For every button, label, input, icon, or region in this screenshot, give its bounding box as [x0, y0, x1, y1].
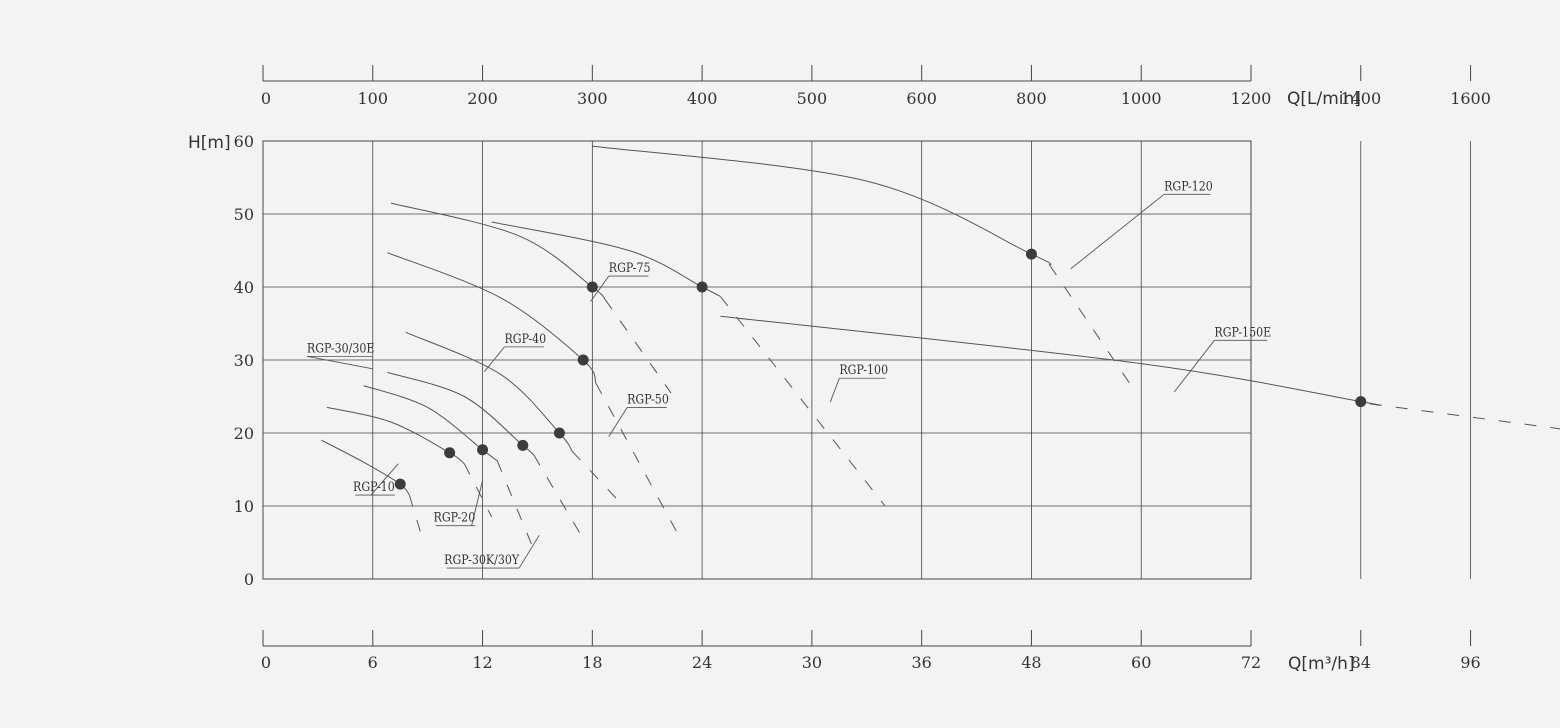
bottom-x-tick-label: 18: [582, 653, 602, 672]
y-tick-label: 40: [234, 278, 254, 297]
curve-rgp-75: [390, 202, 606, 300]
label-rgp-75: RGP-75: [609, 260, 651, 275]
label-rgp-40: RGP-40: [504, 331, 546, 346]
top-x-tick-label: 1000: [1121, 89, 1162, 108]
dashed-curve-rgp-40: [571, 450, 624, 507]
op-point-rgp-120: [1025, 248, 1037, 260]
label-rgp-120: RGP-120: [1164, 178, 1213, 193]
curve-rgp-10: [321, 439, 410, 496]
label-rgp-150e: RGP-150E: [1214, 324, 1271, 339]
label-rgp-100: RGP-100: [839, 362, 888, 377]
leader-rgp-75: [590, 275, 610, 302]
bottom-x-tick-label: 0: [261, 653, 271, 672]
leader-rgp-30k-30y: [518, 534, 540, 569]
label-rgp-30k-30y: RGP-30K/30Y: [444, 552, 520, 567]
bottom-x-tick-label: 30: [802, 653, 822, 672]
curve-rgp-50: [387, 252, 597, 384]
dashed-curve-rgp-75: [604, 299, 672, 394]
op-point-rgp-75: [586, 281, 598, 293]
leader-rgp-20: [471, 480, 483, 526]
top-x-tick-label: 800: [1016, 89, 1047, 108]
op-point-rgp-30k-30y: [477, 444, 489, 456]
curve-rgp-120: [592, 145, 1052, 266]
label-rgp-30-30e: RGP-30/30E: [307, 340, 375, 355]
y-tick-label: 10: [234, 497, 254, 516]
series-labels: RGP-10 RGP-20 RGP-30K/30Y RGP-30/30E RGP-40 R…: [306, 178, 1271, 569]
dashed-curve-rgp-100: [720, 296, 886, 507]
y-tick-label: 60: [234, 132, 254, 151]
leader-rgp-10: [370, 463, 399, 496]
op-point-rgp-20: [444, 447, 456, 459]
top-x-tick-label: 0: [261, 89, 271, 108]
top-x-tick-label: 100: [358, 89, 389, 108]
y-tick-label: 20: [234, 424, 254, 443]
dashed-curve-rgp-120: [1049, 264, 1133, 388]
bottom-x-tick-label: 6: [368, 653, 378, 672]
top-x-axis-label: Q[L/min]: [1287, 89, 1361, 109]
label-rgp-10: RGP-10: [353, 479, 395, 494]
dashed-curve-rgp-30-30e: [533, 454, 584, 540]
top-x-tick-label: 400: [687, 89, 718, 108]
op-point-rgp-50: [577, 354, 589, 366]
op-point-rgp-40: [553, 427, 565, 439]
y-tick-label: 50: [234, 205, 254, 224]
series-curves: [321, 145, 1560, 550]
top-x-tick-label: 1600: [1450, 89, 1491, 108]
label-rgp-50: RGP-50: [627, 392, 669, 407]
curve-rgp-30k-30y: [363, 385, 498, 462]
dashed-curve-rgp-50: [595, 383, 677, 532]
op-point-rgp-150e: [1355, 396, 1367, 408]
top-x-tick-label: 1200: [1231, 89, 1272, 108]
y-tick-label: 0: [244, 570, 254, 589]
top-x-tick-label: 300: [577, 89, 608, 108]
bottom-x-tick-label: 12: [472, 653, 492, 672]
dashed-curve-rgp-30k-30y: [496, 460, 535, 550]
bottom-x-tick-label: 84: [1351, 653, 1371, 672]
curve-rgp-30-30e: [387, 371, 535, 456]
dashed-curve-rgp-150e: [1369, 403, 1560, 430]
top-x-tick-label: 600: [906, 89, 937, 108]
top-x-tick-label: 200: [467, 89, 498, 108]
dashed-curve-rgp-10: [408, 494, 421, 532]
bottom-x-tick-label: 60: [1131, 653, 1151, 672]
bottom-x-tick-label: 24: [692, 653, 712, 672]
dashed-curve-rgp-20: [463, 463, 493, 518]
bottom-x-tick-label: 72: [1241, 653, 1261, 672]
leader-rgp-40: [484, 346, 505, 372]
leader-rgp-150e: [1173, 340, 1215, 393]
leader-rgp-30-30e: [306, 355, 373, 370]
grid: [262, 140, 1471, 580]
y-tick-label: 30: [234, 351, 254, 370]
leader-rgp-100: [829, 378, 840, 403]
op-point-rgp-10: [394, 478, 406, 490]
op-point-rgp-30-30e: [517, 439, 529, 451]
curve-rgp-20: [326, 406, 465, 465]
bottom-x-tick-label: 36: [911, 653, 931, 672]
y-axis-label: H[m]: [188, 133, 231, 153]
bottom-x-axis-label: Q[m³/h]: [1288, 654, 1355, 674]
top-x-tick-label: 500: [797, 89, 828, 108]
op-point-rgp-100: [696, 281, 708, 293]
bottom-x-tick-label: 48: [1021, 653, 1041, 672]
leader-rgp-120: [1070, 193, 1165, 270]
leader-rgp-50: [608, 407, 628, 437]
curve-rgp-150e: [720, 315, 1381, 406]
curve-rgp-100: [491, 221, 721, 297]
curve-rgp-40: [405, 331, 573, 452]
top-x-tick-label: 1400: [1340, 89, 1381, 108]
bottom-x-tick-label: 96: [1460, 653, 1480, 672]
label-rgp-20: RGP-20: [434, 510, 476, 525]
